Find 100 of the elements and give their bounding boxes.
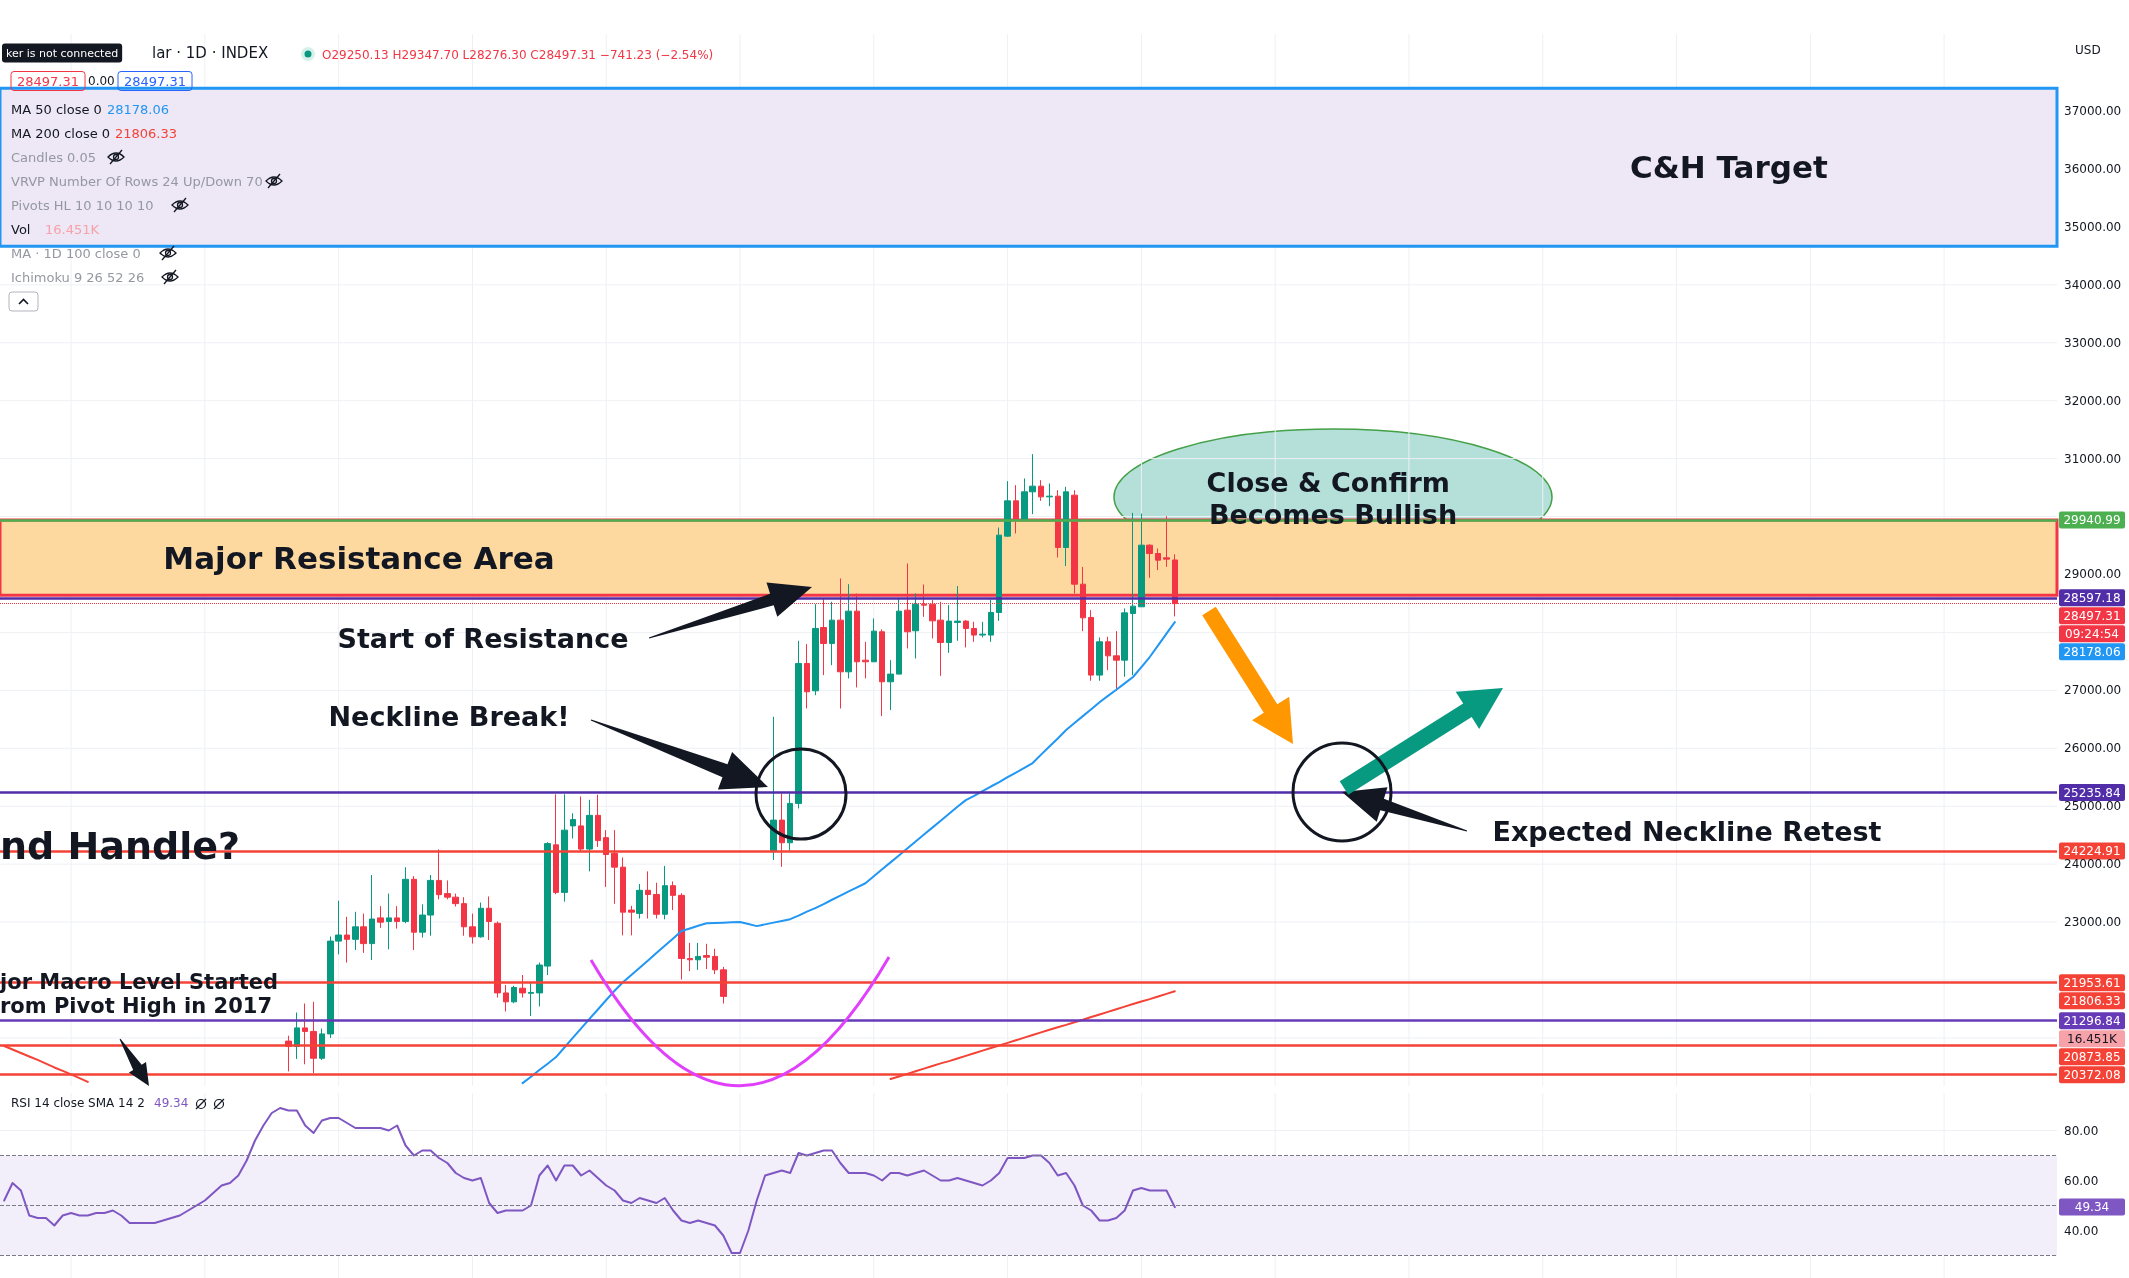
text: 49.34: [2074, 1200, 2110, 1214]
annotation: 16.451K: [45, 221, 100, 237]
line-series: [3, 1107, 1176, 1254]
y-tick-label: 37000.00: [2064, 104, 2122, 119]
ref-line-label: 24224.91: [2063, 844, 2121, 859]
candlestick: [1038, 479, 1044, 502]
annotation: rom Pivot High in 2017: [0, 994, 273, 1018]
candlestick: [1096, 636, 1103, 682]
candlestick: [946, 604, 952, 654]
candlestick: [971, 621, 977, 643]
y-tick-label: 35000.00: [2064, 219, 2122, 234]
candlestick: [795, 640, 802, 809]
candlestick: [1105, 636, 1111, 671]
candlestick: [553, 793, 559, 895]
annotation: MA 50 close 0: [11, 101, 102, 117]
candlestick: [310, 1001, 317, 1074]
candlestick: [369, 874, 375, 961]
candlestick: [586, 799, 593, 872]
candlestick: [360, 913, 367, 954]
candlestick: [377, 905, 384, 929]
candlestick: [1063, 486, 1069, 567]
candlestick: [503, 984, 509, 1012]
candlestick: [570, 812, 576, 840]
text: 28178.06: [2063, 644, 2121, 659]
candlestick: [620, 856, 626, 936]
candlestick: [1088, 609, 1094, 682]
annotation: 28178.06: [107, 101, 170, 117]
y-tick-label: 80.00: [2064, 1123, 2099, 1138]
annotation: ker is not connected: [6, 46, 119, 60]
annotation: Start of Resistance: [337, 622, 629, 654]
candlestick: [344, 916, 350, 964]
candlestick: [712, 948, 718, 975]
annotation: 49.34: [154, 1096, 189, 1110]
candlestick: [486, 895, 492, 941]
annotation: MA · 1D 100 close 0: [11, 245, 141, 261]
candlestick: [695, 942, 701, 971]
candlestick: [871, 617, 877, 663]
y-tick-label: 32000.00: [2064, 393, 2122, 408]
candlestick: [862, 641, 869, 679]
candlestick: [887, 659, 894, 711]
candlestick: [787, 792, 793, 852]
candlestick: [595, 794, 601, 848]
y-tick-label: 40.00: [2064, 1223, 2099, 1238]
candlestick: [1155, 547, 1161, 571]
candlestick: [302, 1003, 308, 1065]
candlestick: [703, 943, 710, 970]
candlestick: [963, 619, 969, 648]
annotation: 0.00: [88, 74, 115, 88]
ref-line-label: 25235.84: [2063, 785, 2121, 800]
candlestick: [896, 597, 902, 675]
y-tick-label: 36000.00: [2064, 161, 2122, 176]
annotation: lar · 1D · INDEX: [152, 44, 269, 62]
annotation: O29250.13 H29347.70 L28276.30 C28497.31 −741.23 (−2.54%): [322, 48, 714, 62]
candlestick: [478, 902, 484, 939]
ref-line-label: 21296.84: [2063, 1013, 2121, 1028]
ref-line-label: 28497.31: [2063, 608, 2121, 623]
candlestick: [628, 905, 635, 936]
candlestick: [411, 875, 417, 951]
candlestick: [394, 905, 400, 930]
candlestick: [352, 911, 359, 951]
candlestick: [1138, 512, 1145, 608]
annotation: 28497.31: [17, 73, 80, 89]
candlestick: [1121, 607, 1128, 678]
candlestick: [829, 601, 835, 666]
candlestick: [386, 893, 392, 950]
annotation: Pivots HL 10 10 10 10: [11, 197, 154, 213]
y-tick-label: 27000.00: [2064, 683, 2122, 698]
y-tick-label: 34000.00: [2064, 277, 2122, 292]
candlestick: [469, 913, 476, 945]
text: 16.451K: [2067, 1031, 2119, 1046]
annotation: 21806.33: [115, 125, 178, 141]
band-label: C&H Target: [1629, 149, 1829, 186]
y-tick-label: 31000.00: [2064, 451, 2122, 466]
candlestick: [611, 829, 618, 905]
annotation: Vol: [11, 221, 31, 237]
ref-line-label: 29940.99: [2063, 512, 2121, 527]
candlestick: [294, 1011, 300, 1060]
candlestick: [561, 793, 568, 903]
candlestick: [519, 974, 526, 999]
candlestick: [1146, 543, 1153, 579]
candlestick: [662, 865, 668, 920]
candlestick: [988, 599, 994, 643]
candlestick: [528, 981, 534, 1017]
candlestick: [1046, 482, 1053, 507]
candlestick: [678, 892, 685, 981]
annotation: MA 200 close 0: [11, 125, 111, 141]
annotation: Ichimoku 9 26 52 26: [11, 269, 145, 285]
annotation: RSI 14 close SMA 14 2: [11, 1096, 145, 1110]
candlestick: [511, 985, 517, 1004]
candlestick: [912, 592, 919, 659]
candlestick: [879, 628, 885, 717]
annotation: Candles 0.05: [11, 149, 96, 165]
candlestick: [812, 603, 819, 696]
y-tick-label: 26000.00: [2064, 741, 2122, 756]
ref-line-label: 20372.08: [2063, 1067, 2121, 1082]
candlestick: [461, 896, 467, 937]
y-tick-label: 25000.00: [2064, 799, 2122, 814]
y-tick-label: 29000.00: [2064, 567, 2122, 582]
candlestick: [1004, 480, 1011, 538]
candlestick: [402, 866, 409, 924]
